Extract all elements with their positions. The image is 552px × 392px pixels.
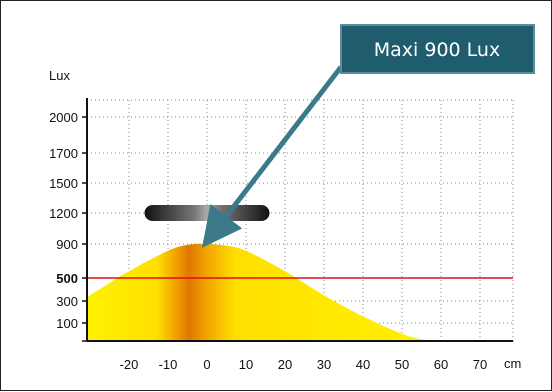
annotation-layer: Maxi 900 Lux — [144, 24, 535, 248]
x-tick-label: 20 — [278, 357, 292, 372]
x-tick-label: -10 — [159, 357, 178, 372]
lamp-bar — [144, 205, 270, 221]
axis-layer — [82, 98, 513, 342]
x-tick-label: 40 — [356, 357, 370, 372]
x-tick-label: 0 — [203, 357, 210, 372]
x-tick-label: 70 — [473, 357, 487, 372]
y-tick-label: 300 — [56, 294, 78, 309]
y-tick-label: 1500 — [49, 176, 78, 191]
lux-curve-area — [86, 243, 441, 341]
x-tick-label: -20 — [120, 357, 139, 372]
callout-arrow — [201, 65, 343, 248]
callout-box — [340, 24, 535, 74]
y-axis-label: Lux — [49, 68, 70, 83]
area-layer — [86, 243, 513, 341]
y-tick-label: 1200 — [49, 206, 78, 221]
label-layer: 100 300 500 900 1200 1500 1700 2000 -20 -10 0 10 20 3… — [49, 68, 521, 372]
y-tick-label: 100 — [56, 316, 78, 331]
x-tick-label: 50 — [395, 357, 409, 372]
x-tick-label: 10 — [239, 357, 253, 372]
x-tick-label: 30 — [317, 357, 331, 372]
callout-text: Maxi 900 Lux — [374, 39, 500, 61]
x-tick-label: 60 — [434, 357, 448, 372]
y-tick-label: 500 — [56, 271, 78, 286]
x-axis-label: cm — [504, 356, 521, 371]
y-tick-label: 2000 — [49, 110, 78, 125]
y-tick-label: 1700 — [49, 146, 78, 161]
y-tick-label: 900 — [56, 237, 78, 252]
